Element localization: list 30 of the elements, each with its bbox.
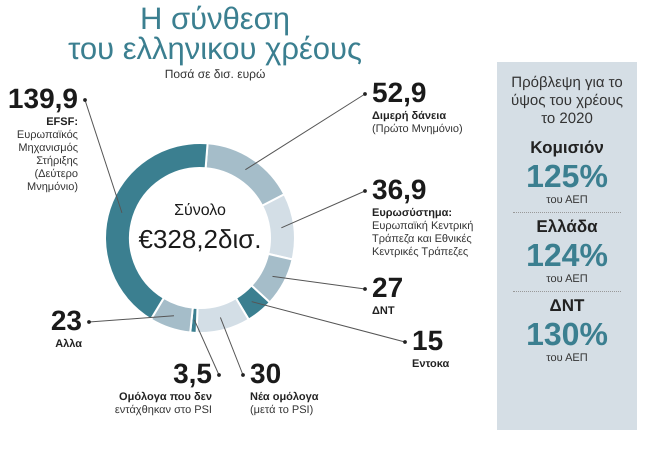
data-label: 30 — [250, 358, 282, 389]
text: του ΑΕΠ — [545, 273, 589, 285]
chart-title: Η σύνθεση του ελληνικου χρέους — [68, 1, 362, 66]
category-label: Νέα ομόλογα (μετά το PSI) — [250, 391, 318, 416]
data-label: 27 — [372, 272, 404, 303]
text: €328,2δισ. — [138, 224, 262, 254]
chart-subtitle: Ποσά σε δισ. ευρώ — [164, 67, 266, 81]
text: 124% — [525, 237, 609, 273]
category-label: Ομόλογα που δεν εντάχθηκαν στο PSI — [114, 391, 212, 416]
category-label: EFSF: Ευρωπαϊκός Μηχανισμός Στήριξης (Δεύτερο Μνημόνιο) — [16, 116, 78, 193]
text: 125% — [525, 158, 609, 194]
slice-label: ΔΝΤ — [372, 305, 395, 317]
text: Σύνολο — [174, 202, 226, 219]
data-label: 36,9 — [372, 174, 426, 205]
text: Ελλάδα — [535, 217, 599, 237]
slice-label: Αλλα — [55, 338, 82, 350]
text: ΔΝΤ — [548, 296, 586, 316]
data-label: 15 — [412, 325, 444, 356]
text: Κομισιόν — [529, 138, 605, 158]
category-label: Διμερή δάνεια (Πρώτο Μνημόνιο) — [372, 110, 463, 135]
text: του ΑΕΠ — [545, 194, 589, 206]
data-label: 52,9 — [372, 77, 426, 108]
data-label: 23 — [50, 305, 82, 336]
slice-label: Εντοκα — [412, 358, 450, 370]
data-label: 139,9 — [8, 83, 78, 114]
category-label: Ευρωσύστημα: Ευρωπαϊκή Κεντρική Τράπεζα και Εθνικές Κεντρικές Τράπεζες — [372, 207, 474, 258]
text: του ΑΕΠ — [545, 352, 589, 364]
text: 130% — [525, 316, 609, 352]
data-label: 3,5 — [173, 358, 212, 389]
text: Πρόβλεψη για το ύψος του χρέους το 2020 — [511, 74, 623, 128]
